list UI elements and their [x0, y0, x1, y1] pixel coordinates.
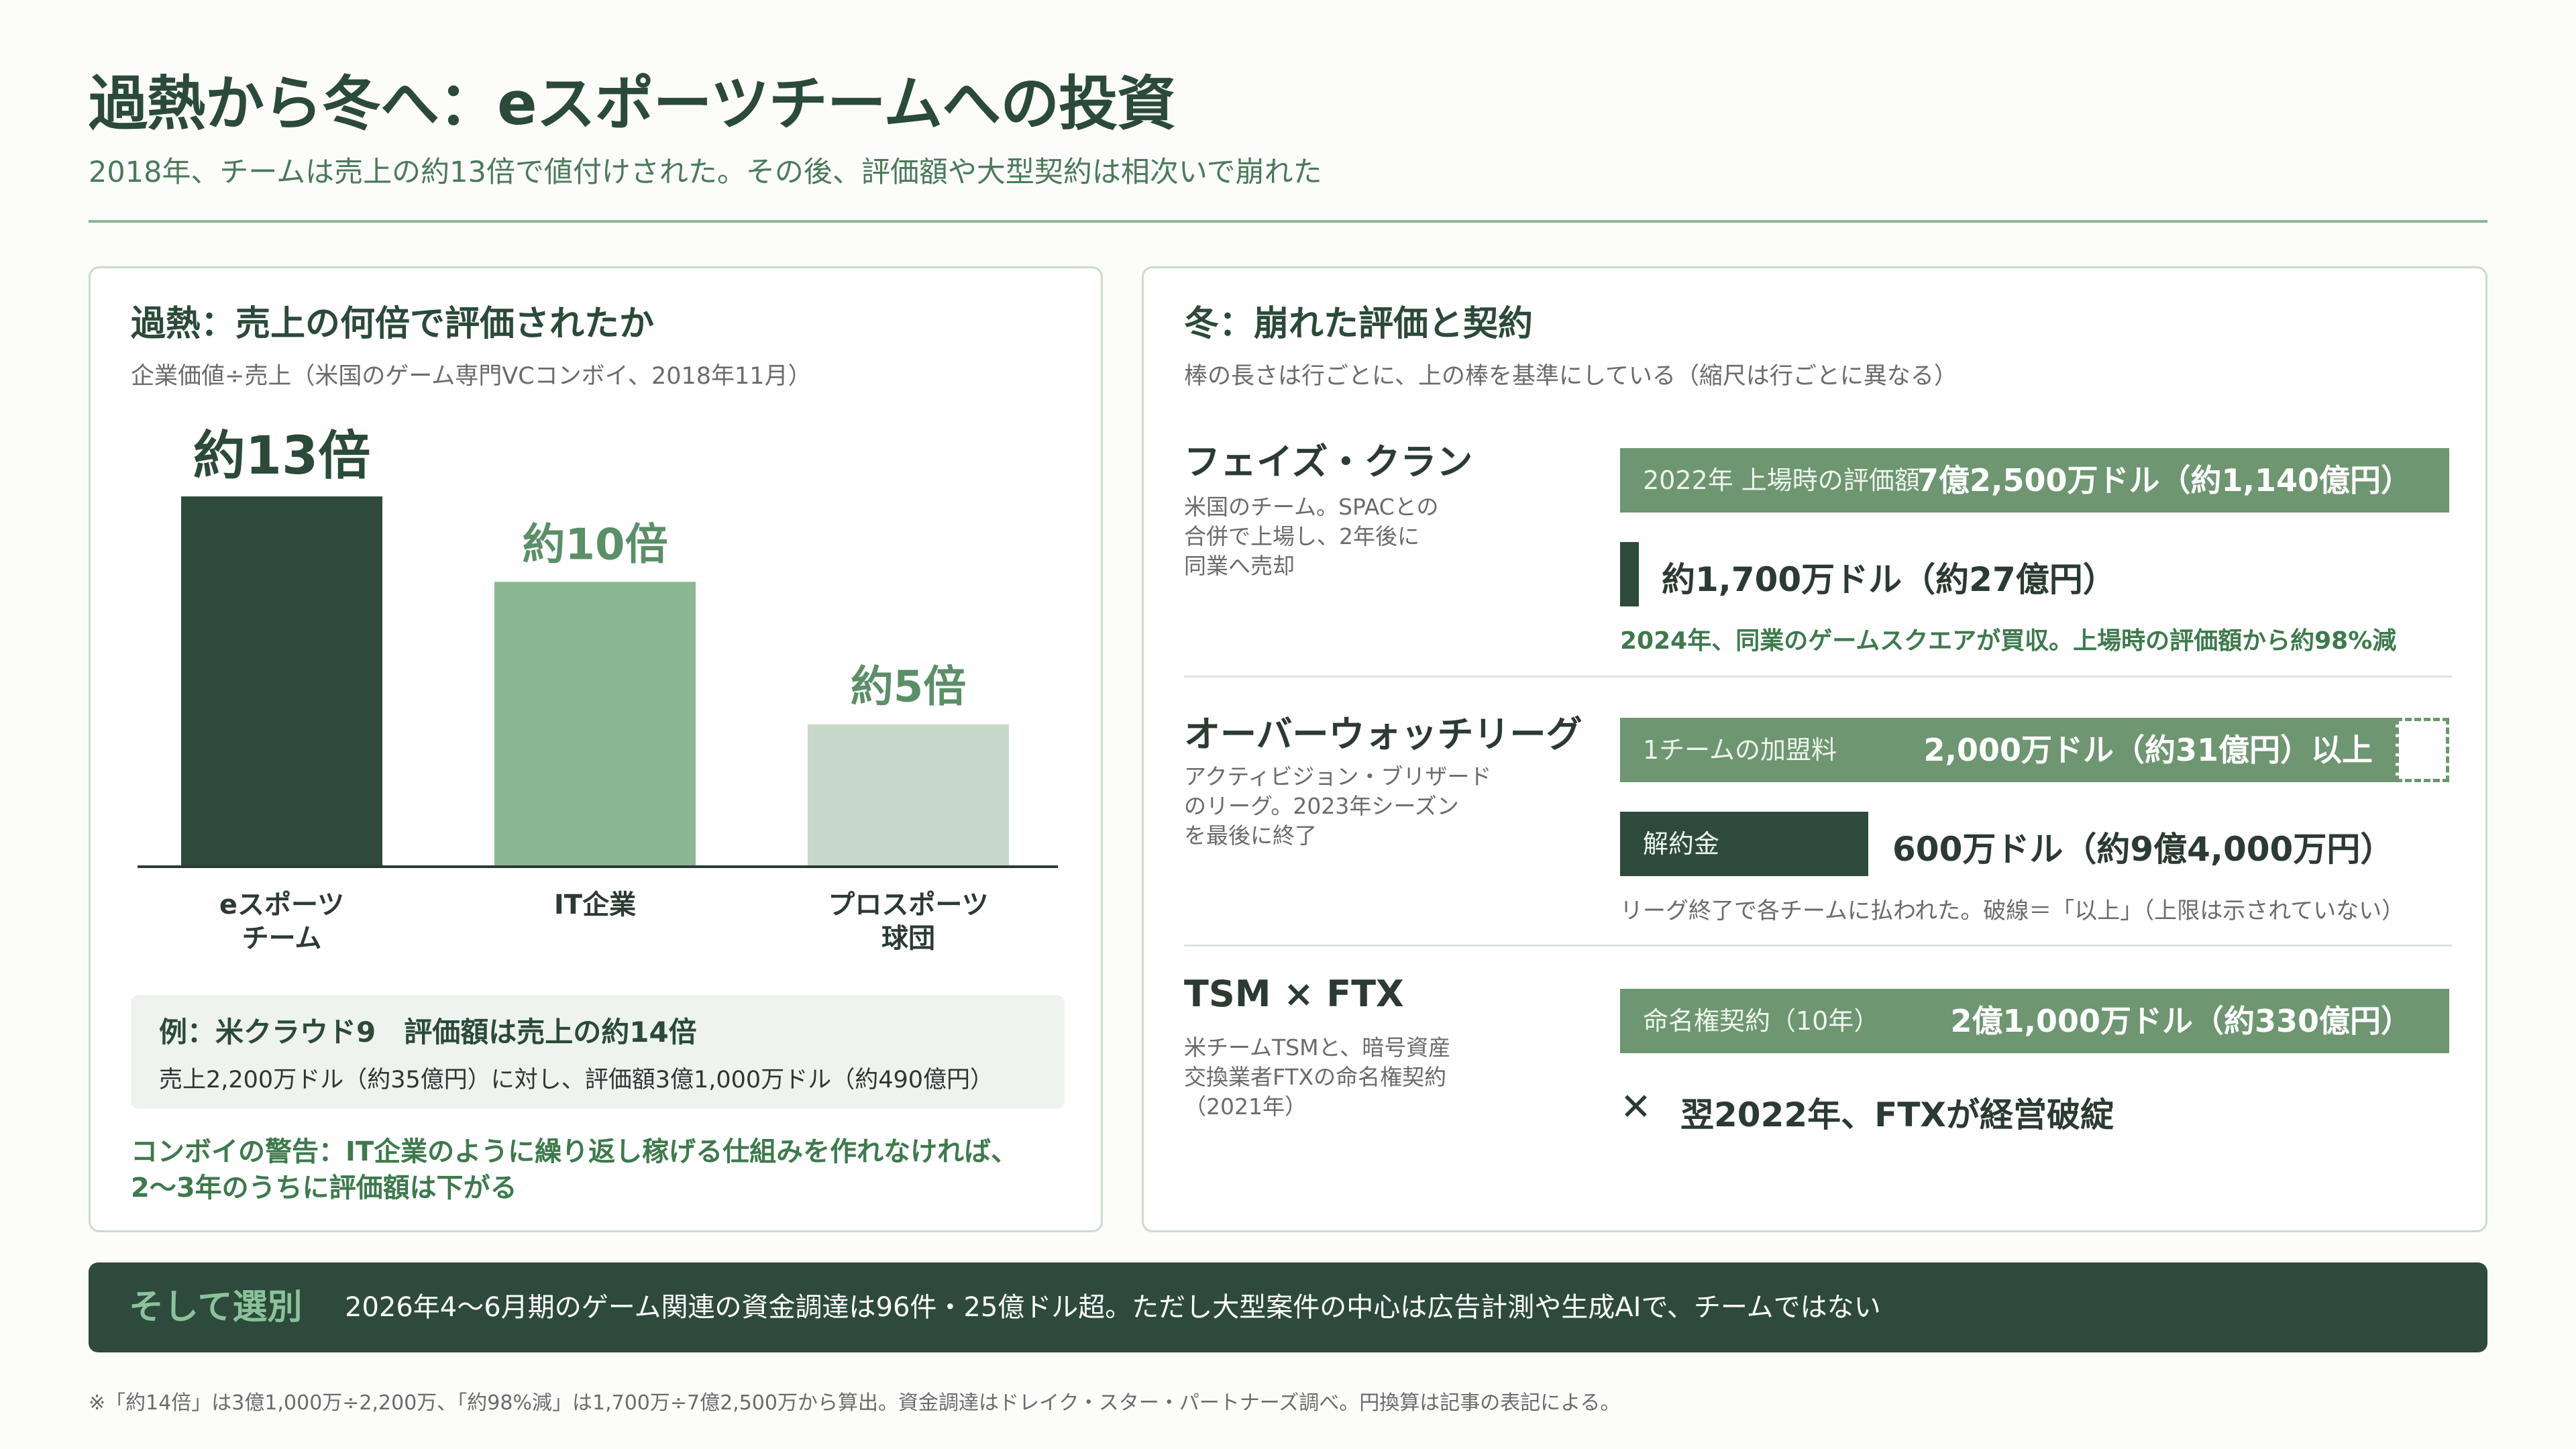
warning-line-2: 2〜3年のうちに評価額は下がる	[131, 1173, 517, 1203]
faze-sale-price-bar	[1620, 542, 1639, 606]
case-tsm-ftx-name: TSM × FTX	[1184, 973, 1404, 1015]
x-tick-label-2-0: プロスポーツ	[828, 890, 988, 920]
bar-value-label-0: 約13倍	[193, 426, 371, 486]
header-rule	[89, 220, 2487, 223]
x-tick-label-2-1: 球団	[881, 923, 935, 954]
close-x-icon: ✕	[1620, 1085, 1652, 1129]
faze-listing-valuation-bar: 2022年 上場時の評価額 7億2,500万ドル（約1,140億円）	[1620, 448, 2449, 513]
owl-termination-fee-bar: 解約金	[1620, 812, 1868, 876]
bar-value: 7億2,500万ドル（約1,140億円）	[1917, 462, 2412, 498]
example-title: 例：米クラウド9 評価額は売上の約14倍	[159, 1016, 697, 1049]
desc-line: アクティビジョン・ブリザード	[1184, 763, 1492, 790]
case-divider	[1184, 676, 2452, 678]
owl-fee-upper-open-dashed	[2396, 718, 2449, 782]
faze-sale-price-value: 約1,700万ドル（約27億円）	[1662, 560, 2116, 599]
case-owl-name: オーバーウォッチリーグ	[1184, 713, 1582, 755]
case-owl-desc: アクティビジョン・ブリザード のリーグ。2023年シーズン を最後に終了	[1184, 762, 1491, 851]
faze-note: 2024年、同業のゲームスクエアが買収。上場時の評価額から約98%減	[1620, 627, 2397, 655]
bar-label: 2022年 上場時の評価額	[1643, 466, 1920, 495]
bar-value: 2,000万ドル（約31億円）以上	[1923, 732, 2373, 768]
overheat-panel-subtitle: 企業価値÷売上（米国のゲーム専門VCコンボイ、2018年11月）	[131, 363, 812, 390]
bottom-banner: そして選別 2026年4〜6月期のゲーム関連の資金調達は96件・25億ドル超。た…	[89, 1263, 2487, 1352]
bar-value: 2億1,000万ドル（約330億円）	[1950, 1003, 2412, 1039]
bar-1	[494, 582, 696, 867]
tsm-naming-rights-bar: 命名権契約（10年） 2億1,000万ドル（約330億円）	[1620, 989, 2449, 1053]
bar-2	[808, 724, 1009, 867]
tsm-ftx-outcome: 翌2022年、FTXが経営破綻	[1680, 1095, 2114, 1134]
case-faze-clan-desc: 米国のチーム。SPACとの 合併で上場し、2年後に 同業へ売却	[1184, 492, 1438, 581]
desc-line: のリーグ。2023年シーズン	[1184, 793, 1459, 819]
banner-text: 2026年4〜6月期のゲーム関連の資金調達は96件・25億ドル超。ただし大型案件…	[345, 1292, 1881, 1323]
owl-termination-fee-value: 600万ドル（約9億4,000万円）	[1892, 830, 2394, 869]
overheat-panel: 過熱：売上の何倍で評価されたか 企業価値÷売上（米国のゲーム専門VCコンボイ、2…	[89, 266, 1103, 1232]
example-box: 例：米クラウド9 評価額は売上の約14倍 売上2,200万ドル（約35億円）に対…	[131, 995, 1065, 1109]
desc-line: 米チームTSMと、暗号資産	[1184, 1034, 1451, 1061]
bar-label: 命名権契約（10年）	[1643, 1006, 1880, 1036]
desc-line: （2021年）	[1184, 1093, 1307, 1120]
bar-label: 解約金	[1643, 829, 1720, 859]
bar-value-label-1: 約10倍	[522, 520, 667, 570]
winter-panel-subtitle: 棒の長さは行ごとに、上の棒を基準にしている（縮尺は行ごとに異なる）	[1184, 363, 1957, 390]
desc-line: 同業へ売却	[1184, 553, 1295, 579]
case-faze-clan-name: フェイズ・クラン	[1184, 441, 1473, 483]
page-title: 過熱から冬へ：eスポーツチームへの投資	[89, 69, 1176, 138]
bar-0	[181, 496, 382, 867]
winter-panel-title: 冬：崩れた評価と契約	[1184, 304, 1534, 344]
warning-line-1: コンボイの警告：IT企業のように繰り返し稼げる仕組みを作れなければ、	[131, 1136, 1018, 1167]
owl-franchise-fee-bar: 1チームの加盟料 2,000万ドル（約31億円）以上	[1620, 718, 2396, 782]
bar-value-label-2: 約5倍	[851, 663, 967, 712]
desc-line: 交換業者FTXの命名権契約	[1184, 1064, 1447, 1090]
footnote: ※「約14倍」は3億1,000万÷2,200万、「約98%減」は1,700万÷7…	[89, 1391, 1621, 1415]
example-detail: 売上2,200万ドル（約35億円）に対し、評価額3億1,000万ドル（約490億…	[159, 1067, 994, 1093]
overheat-panel-title: 過熱：売上の何倍で評価されたか	[131, 304, 655, 344]
desc-line: を最後に終了	[1184, 822, 1317, 849]
desc-line: 合併で上場し、2年後に	[1184, 523, 1419, 549]
x-tick-label-0-1: チーム	[242, 923, 322, 954]
x-tick-label-0-0: eスポーツ	[219, 890, 344, 920]
case-tsm-ftx-desc: 米チームTSMと、暗号資産 交換業者FTXの命名権契約 （2021年）	[1184, 1033, 1450, 1122]
x-tick-label-1-0: IT企業	[554, 890, 636, 920]
bar-label: 1チームの加盟料	[1643, 735, 1837, 765]
desc-line: 米国のチーム。SPACとの	[1184, 494, 1439, 520]
winter-panel: 冬：崩れた評価と契約 棒の長さは行ごとに、上の棒を基準にしている（縮尺は行ごとに…	[1142, 266, 2487, 1232]
owl-note: リーグ終了で各チームに払われた。破線＝「以上」（上限は示されていない）	[1620, 898, 2405, 924]
banner-label: そして選別	[129, 1287, 303, 1328]
convoy-warning: コンボイの警告：IT企業のように繰り返し稼げる仕組みを作れなければ、 2〜3年の…	[131, 1134, 1018, 1206]
page-subtitle: 2018年、チームは売上の約13倍で値付けされた。その後、評価額や大型契約は相次…	[89, 156, 1322, 189]
case-divider	[1184, 945, 2452, 947]
